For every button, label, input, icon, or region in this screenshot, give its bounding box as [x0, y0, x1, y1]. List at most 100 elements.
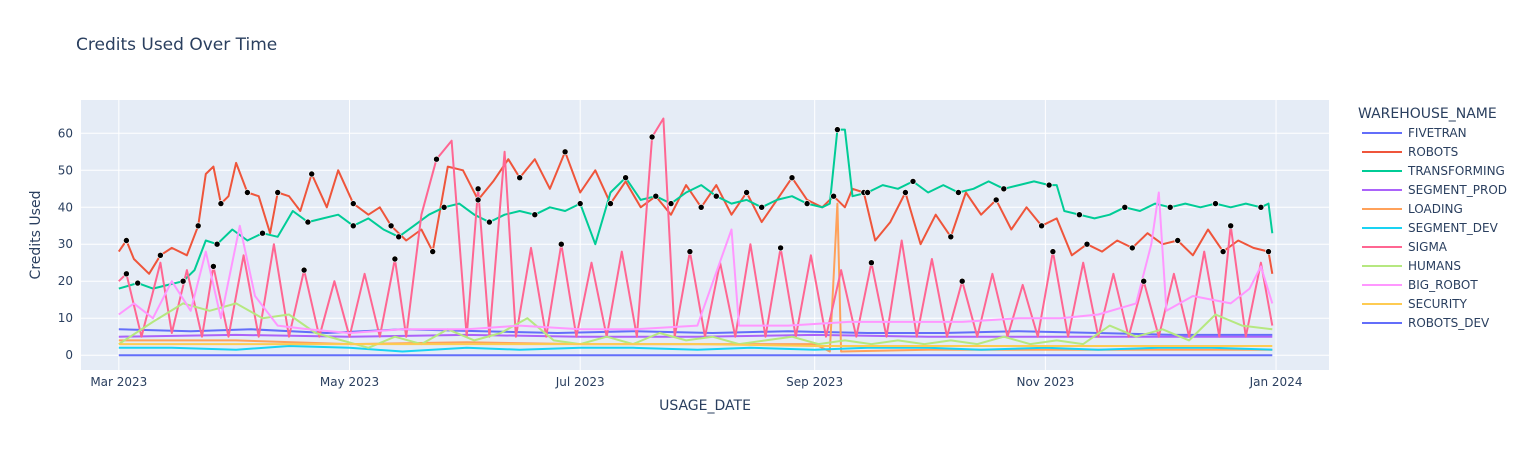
anomaly-point — [486, 218, 493, 226]
legend-item-humans[interactable]: HUMANS — [1362, 259, 1461, 273]
legend-item-segment-prod[interactable]: SEGMENT_PROD — [1362, 183, 1507, 197]
anomaly-point — [300, 266, 308, 274]
legend-label: SEGMENT_DEV — [1408, 221, 1499, 235]
anomaly-point — [259, 229, 266, 237]
x-tick-label: Nov 2023 — [1016, 375, 1074, 389]
anomaly-point — [947, 233, 955, 241]
anomaly-point — [834, 126, 841, 133]
legend-item-loading[interactable]: LOADING — [1362, 202, 1463, 216]
anomaly-point — [349, 200, 357, 207]
anomaly-point — [429, 248, 437, 255]
x-tick-label: Jul 2023 — [555, 375, 605, 389]
anomaly-point — [686, 248, 694, 255]
anomaly-point — [667, 200, 675, 207]
legend-label: FIVETRAN — [1408, 126, 1467, 140]
legend-label: ROBOTS_DEV — [1408, 316, 1490, 330]
legend-item-robots-dev[interactable]: ROBOTS_DEV — [1362, 316, 1490, 330]
legend-item-security[interactable]: SECURITY — [1362, 297, 1468, 311]
legend-label: TRANSFORMING — [1407, 164, 1505, 178]
anomaly-point — [440, 204, 448, 211]
anomaly-point — [531, 211, 539, 218]
legend-item-sigma[interactable]: SIGMA — [1362, 240, 1448, 254]
anomaly-point — [712, 192, 720, 200]
legend-label: ROBOTS — [1408, 145, 1458, 159]
anomaly-point — [1038, 222, 1045, 230]
anomaly-point — [308, 170, 316, 178]
series-line-segment-prod — [118, 333, 1273, 338]
anomaly-point — [210, 263, 217, 270]
x-tick-label: Mar 2023 — [90, 375, 147, 389]
legend-item-big-robot[interactable]: BIG_ROBOT — [1362, 278, 1478, 292]
anomaly-point — [391, 255, 399, 263]
legend-label: BIG_ROBOT — [1408, 278, 1478, 292]
legend-label: SECURITY — [1408, 297, 1468, 311]
anomaly-point — [607, 200, 614, 207]
x-axis-label: USAGE_DATE — [659, 398, 751, 414]
y-tick-label: 40 — [58, 200, 73, 214]
chart-title: Credits Used Over Time — [76, 35, 277, 55]
anomaly-point — [955, 189, 962, 196]
anomaly-point — [1083, 240, 1091, 248]
anomaly-point — [244, 189, 251, 196]
anomaly-point — [697, 204, 705, 211]
anomaly-point — [123, 270, 130, 278]
legend-title: WAREHOUSE_NAME — [1358, 106, 1497, 122]
anomaly-point — [1049, 248, 1057, 255]
x-tick-label: May 2023 — [320, 375, 379, 389]
anomaly-point — [474, 185, 482, 193]
anomaly-point — [902, 189, 909, 196]
anomaly-point — [743, 189, 750, 196]
anomaly-point — [349, 222, 357, 230]
anomaly-point — [648, 133, 656, 141]
anomaly-point — [864, 189, 871, 196]
anomaly-point — [1174, 237, 1181, 244]
legend-item-transforming[interactable]: TRANSFORMING — [1362, 164, 1505, 178]
anomaly-point — [433, 155, 440, 163]
legend-label: LOADING — [1408, 202, 1463, 216]
anomaly-point — [1219, 248, 1227, 255]
y-axis-label: Credits Used — [28, 191, 44, 280]
anomaly-point — [274, 189, 282, 196]
legend-item-robots[interactable]: ROBOTS — [1362, 145, 1458, 159]
anomaly-point — [1045, 181, 1053, 189]
anomaly-point — [123, 237, 130, 244]
anomaly-point — [387, 222, 395, 230]
y-tick-label: 10 — [58, 311, 73, 325]
legend-label: SIGMA — [1408, 240, 1448, 254]
anomaly-point — [958, 277, 966, 285]
anomaly-point — [1129, 244, 1136, 252]
y-tick-label: 30 — [58, 237, 73, 251]
anomaly-point — [788, 174, 796, 181]
series-line-segment-dev — [118, 345, 1273, 353]
legend[interactable]: FIVETRAN ROBOTS TRANSFORMING SEGMENT_PROD LO… — [1362, 126, 1507, 330]
anomaly-point — [1227, 222, 1234, 230]
anomaly-point — [868, 259, 875, 267]
anomaly-point — [909, 178, 917, 185]
anomaly-point — [213, 240, 221, 248]
x-tick-label: Sep 2023 — [786, 375, 843, 389]
anomaly-point — [803, 200, 811, 207]
anomaly-point — [194, 222, 202, 230]
anomaly-point — [1000, 185, 1008, 193]
y-tick-label: 0 — [65, 348, 73, 362]
legend-item-segment-dev[interactable]: SEGMENT_DEV — [1362, 221, 1499, 235]
y-tick-label: 20 — [58, 274, 73, 288]
anomaly-point — [1166, 204, 1174, 211]
y-tick-label: 60 — [58, 126, 73, 140]
anomaly-point — [395, 233, 403, 241]
anomaly-point — [179, 277, 187, 285]
anomaly-point — [557, 240, 565, 248]
legend-item-fivetran[interactable]: FIVETRAN — [1362, 126, 1467, 140]
x-tick-label: Jan 2024 — [1249, 375, 1303, 389]
anomaly-point — [474, 196, 482, 204]
x-axis-ticks: Mar 2023 May 2023 Jul 2023 Sep 2023 Nov 2023… — [90, 375, 1302, 389]
anomaly-point — [561, 148, 569, 156]
y-tick-label: 50 — [58, 163, 73, 177]
anomaly-markers — [123, 126, 1272, 287]
anomaly-point — [1076, 211, 1083, 218]
anomaly-point — [157, 252, 164, 259]
anomaly-point — [217, 200, 225, 207]
anomaly-point — [652, 192, 660, 200]
